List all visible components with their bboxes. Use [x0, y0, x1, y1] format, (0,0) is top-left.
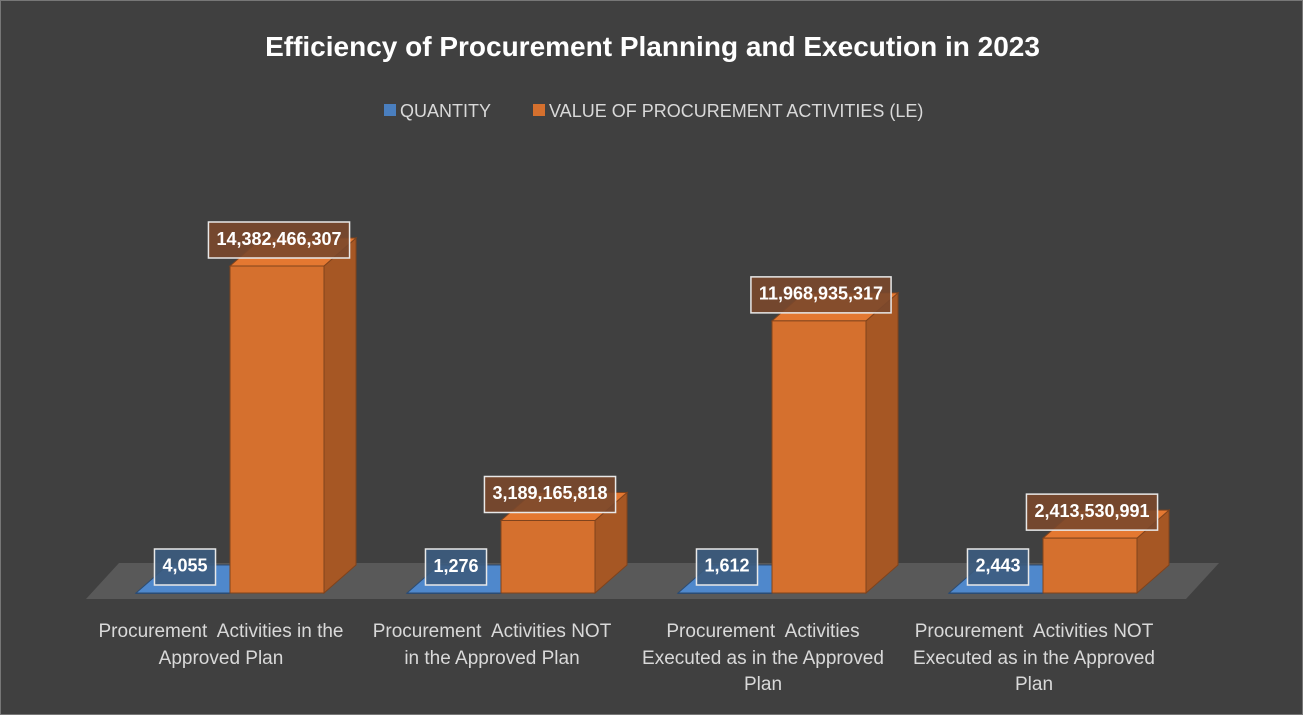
floor: [86, 563, 1219, 599]
bar: [500, 519, 596, 594]
data-label: 11,968,935,317: [759, 284, 883, 304]
legend-swatch: [384, 104, 396, 116]
data-label-box: [207, 221, 351, 259]
data-label: 1,276: [433, 556, 478, 576]
legend-label: QUANTITY: [400, 101, 492, 121]
bar-group: [228, 236, 358, 595]
legend: QUANTITY VALUE OF PROCUREMENT ACTIVITIES …: [384, 98, 929, 124]
data-label: 2,413,530,991: [1034, 501, 1149, 521]
bar: [1042, 537, 1138, 594]
bar: [948, 592, 1044, 594]
data-label-box: [695, 548, 759, 586]
bar: [229, 265, 325, 594]
bar: [406, 592, 502, 594]
legend-item: QUANTITY: [384, 98, 491, 124]
x-tick-label: Procurement Activities Executed as in th…: [642, 621, 890, 696]
data-label-box: [750, 276, 892, 314]
chart-title: Efficiency of Procurement Planning and E…: [265, 31, 1040, 62]
data-label-box: [153, 548, 217, 586]
data-label-box: [1025, 493, 1159, 531]
legend-swatch: [533, 104, 546, 116]
legend-label: VALUE OF PROCUREMENT ACTIVITIES (LE): [549, 101, 924, 121]
bar-group: [770, 291, 900, 595]
data-label: 14,382,466,307: [216, 229, 341, 249]
data-label: 1,612: [704, 556, 749, 576]
data-label: 2,443: [975, 556, 1020, 576]
x-tick-label: Procurement Activities NOT Executed as i…: [913, 621, 1161, 696]
bar: [771, 320, 867, 594]
x-tick-label: Procurement Activities NOT in the Approv…: [372, 621, 617, 669]
bar-side: [865, 291, 899, 595]
data-label-box: [424, 548, 488, 586]
bar: [677, 592, 773, 594]
data-label: 4,055: [162, 556, 207, 576]
data-label-box: [483, 475, 617, 514]
bar-side: [323, 236, 357, 595]
data-label: 3,189,165,818: [492, 483, 607, 503]
data-label-box: [966, 548, 1030, 586]
legend-item: VALUE OF PROCUREMENT ACTIVITIES (LE): [533, 98, 929, 124]
bar: [135, 592, 231, 594]
x-tick-label: Procurement Activities in the Approved P…: [98, 621, 348, 669]
